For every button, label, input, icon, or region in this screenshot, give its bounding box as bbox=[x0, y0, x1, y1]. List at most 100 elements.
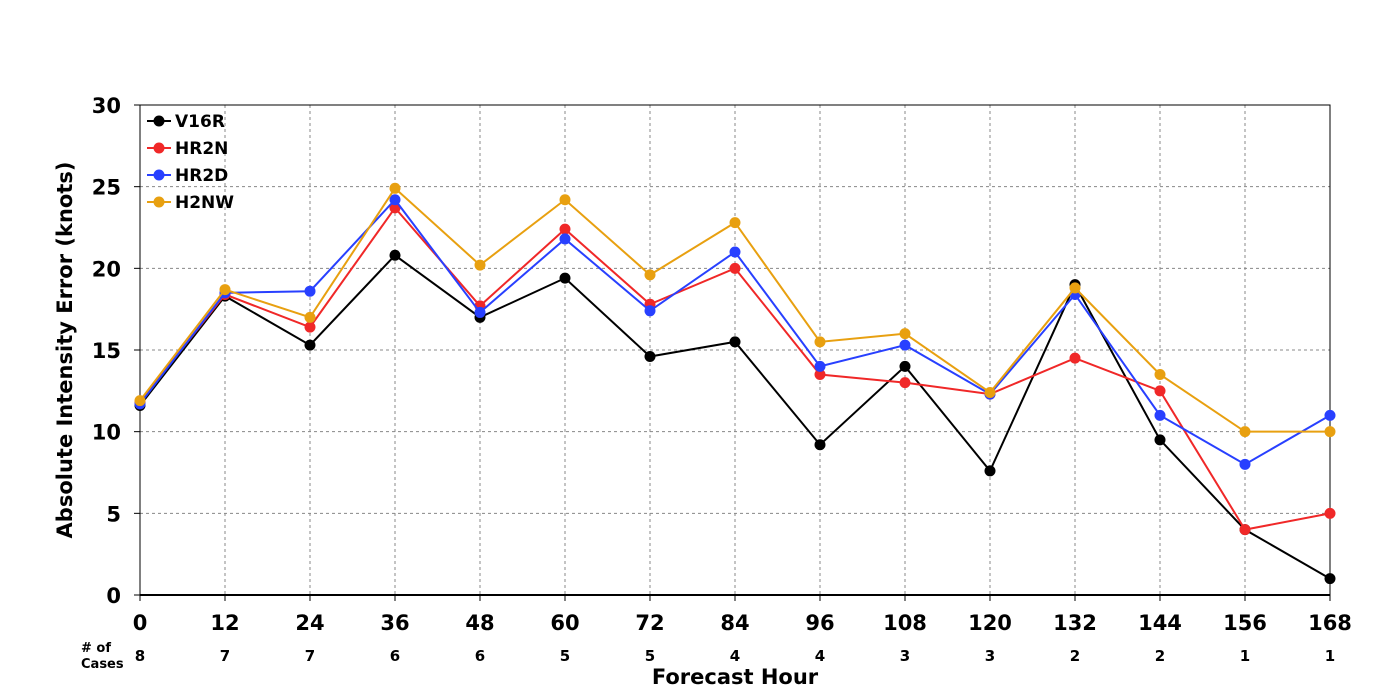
point-hr2d bbox=[729, 246, 741, 258]
x-tick-label: 168 bbox=[1308, 611, 1352, 635]
y-tick-label: 10 bbox=[92, 421, 121, 445]
point-hr2d bbox=[1324, 409, 1336, 421]
point-hr2n bbox=[1239, 524, 1251, 536]
point-h2nw bbox=[134, 395, 146, 407]
x-tick-label: 12 bbox=[210, 611, 239, 635]
x-axis-title: Forecast Hour bbox=[652, 665, 819, 689]
point-v16r bbox=[644, 351, 656, 363]
point-hr2d bbox=[559, 233, 571, 245]
y-axis-title: Absolute Intensity Error (knots) bbox=[53, 162, 77, 539]
x-tick-label: 132 bbox=[1053, 611, 1097, 635]
point-hr2n bbox=[1069, 352, 1081, 364]
legend-label-v16r: V16R bbox=[175, 112, 225, 132]
point-h2nw bbox=[984, 386, 996, 398]
point-h2nw bbox=[474, 259, 486, 271]
point-hr2n bbox=[1324, 507, 1336, 519]
point-hr2d bbox=[814, 360, 826, 372]
point-hr2d bbox=[304, 285, 316, 297]
x-tick-label: 36 bbox=[380, 611, 409, 635]
point-h2nw bbox=[1239, 426, 1251, 438]
case-count: 7 bbox=[305, 647, 315, 665]
point-hr2d bbox=[389, 194, 401, 206]
x-tick-label: 108 bbox=[883, 611, 927, 635]
y-tick-label: 30 bbox=[92, 94, 121, 118]
legend: V16R HR2N HR2D H2NW bbox=[147, 112, 234, 213]
case-count: 6 bbox=[475, 647, 485, 665]
point-h2nw bbox=[899, 328, 911, 340]
cases-label-line1: # of bbox=[81, 641, 111, 656]
point-h2nw bbox=[1154, 369, 1166, 380]
x-tick-label: 84 bbox=[720, 611, 749, 635]
legend-marker-hr2n bbox=[153, 142, 165, 154]
point-hr2n bbox=[814, 369, 826, 380]
point-h2nw bbox=[304, 311, 316, 323]
point-v16r bbox=[984, 465, 996, 477]
legend-label-hr2n: HR2N bbox=[175, 139, 228, 159]
point-v16r bbox=[729, 336, 741, 348]
point-hr2n bbox=[304, 321, 316, 333]
point-h2nw bbox=[729, 217, 741, 229]
point-h2nw bbox=[559, 194, 571, 206]
case-count: 1 bbox=[1240, 647, 1250, 665]
case-count: 4 bbox=[730, 647, 740, 665]
x-tick-label: 72 bbox=[635, 611, 664, 635]
case-count: 3 bbox=[985, 647, 995, 665]
point-hr2d bbox=[899, 339, 911, 351]
y-tick-label: 5 bbox=[106, 502, 121, 526]
cases-label-line2: Cases bbox=[81, 657, 124, 672]
point-h2nw bbox=[1069, 282, 1081, 294]
point-v16r bbox=[1324, 573, 1336, 585]
axes: 0812724736648660572584496410831203132214… bbox=[92, 94, 1352, 665]
point-hr2d bbox=[1239, 458, 1251, 470]
legend-marker-h2nw bbox=[153, 196, 165, 208]
point-v16r bbox=[814, 439, 826, 451]
y-tick-label: 25 bbox=[92, 176, 121, 200]
x-tick-label: 0 bbox=[133, 611, 148, 635]
point-h2nw bbox=[1324, 426, 1336, 438]
case-count: 2 bbox=[1070, 647, 1080, 665]
case-count: 5 bbox=[645, 647, 655, 665]
point-hr2n bbox=[559, 223, 571, 235]
point-hr2n bbox=[389, 202, 401, 214]
point-hr2d bbox=[644, 305, 656, 317]
y-tick-label: 0 bbox=[106, 584, 121, 608]
x-tick-label: 96 bbox=[805, 611, 834, 635]
y-tick-label: 15 bbox=[92, 339, 121, 363]
series-layer bbox=[134, 182, 1336, 585]
case-count: 1 bbox=[1325, 647, 1335, 665]
case-count: 5 bbox=[560, 647, 570, 665]
case-count: 3 bbox=[900, 647, 910, 665]
x-tick-label: 156 bbox=[1223, 611, 1267, 635]
point-v16r bbox=[389, 249, 401, 261]
y-tick-label: 20 bbox=[92, 257, 121, 281]
grid bbox=[140, 105, 1330, 595]
case-count: 4 bbox=[815, 647, 825, 665]
legend-marker-hr2d bbox=[153, 169, 165, 181]
point-hr2n bbox=[899, 377, 911, 389]
x-tick-label: 120 bbox=[968, 611, 1012, 635]
point-hr2d bbox=[474, 306, 486, 318]
point-v16r bbox=[899, 360, 911, 372]
case-count: 2 bbox=[1155, 647, 1165, 665]
case-count: 8 bbox=[135, 647, 145, 665]
x-tick-label: 24 bbox=[295, 611, 324, 635]
point-v16r bbox=[559, 272, 571, 284]
case-count: 6 bbox=[390, 647, 400, 665]
point-h2nw bbox=[644, 269, 656, 281]
legend-label-h2nw: H2NW bbox=[175, 193, 234, 213]
x-tick-label: 48 bbox=[465, 611, 494, 635]
x-tick-label: 60 bbox=[550, 611, 579, 635]
point-hr2n bbox=[729, 262, 741, 274]
point-hr2n bbox=[1154, 385, 1166, 397]
point-h2nw bbox=[219, 284, 231, 296]
case-count: 7 bbox=[220, 647, 230, 665]
point-h2nw bbox=[814, 336, 826, 348]
point-hr2d bbox=[1154, 409, 1166, 421]
legend-marker-v16r bbox=[153, 115, 165, 127]
legend-label-hr2d: HR2D bbox=[175, 166, 228, 186]
x-tick-label: 144 bbox=[1138, 611, 1182, 635]
point-v16r bbox=[304, 339, 316, 351]
point-v16r bbox=[1154, 434, 1166, 446]
point-h2nw bbox=[389, 182, 401, 194]
